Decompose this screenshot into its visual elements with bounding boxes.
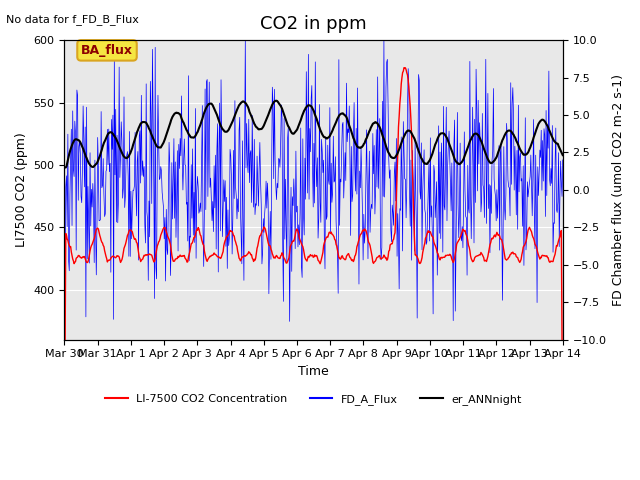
Text: No data for f_FD_B_Flux: No data for f_FD_B_Flux [6,14,140,25]
Title: CO2 in ppm: CO2 in ppm [260,15,367,33]
X-axis label: Time: Time [298,365,329,378]
Legend: LI-7500 CO2 Concentration, FD_A_Flux, er_ANNnight: LI-7500 CO2 Concentration, FD_A_Flux, er… [101,389,526,409]
Y-axis label: LI7500 CO2 (ppm): LI7500 CO2 (ppm) [15,132,28,247]
Y-axis label: FD Chamber flux (umol CO2 m-2 s-1): FD Chamber flux (umol CO2 m-2 s-1) [612,74,625,306]
Text: BA_flux: BA_flux [81,44,133,57]
